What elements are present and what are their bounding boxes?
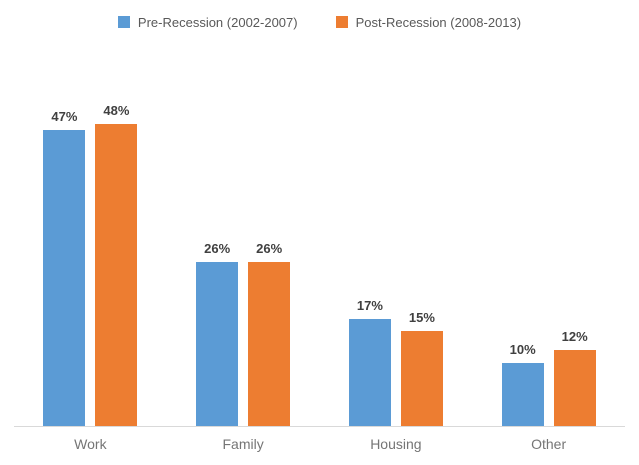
category-label-housing: Housing [370, 436, 422, 452]
bar-wrap: 17% [348, 298, 391, 426]
bar-wrap: 26% [248, 241, 291, 426]
pre-recession-swatch-icon [117, 16, 130, 28]
bar-group-work: 47% 48% [14, 103, 167, 426]
bar-value-label: 10% [509, 342, 536, 357]
bar-wrap: 47% [43, 109, 86, 426]
bar-wrap: 48% [95, 103, 138, 426]
legend-item-post-recession[interactable]: Post-Recession (2008-2013) [335, 14, 522, 30]
bar-value-label: 48% [103, 103, 130, 118]
legend: Pre-Recession (2002-2007) Post-Recession… [0, 14, 639, 30]
bar-group-other: 10% 12% [472, 329, 625, 426]
bar-value-label: 12% [561, 329, 588, 344]
x-axis-line [14, 426, 625, 427]
bar-value-label: 17% [356, 298, 383, 313]
post-recession-bar-other[interactable] [553, 350, 596, 426]
pre-recession-bar-housing[interactable] [348, 319, 391, 426]
plot-area: 47% 48% 26% 26% 17% 15% 10% 12% [14, 30, 625, 426]
bar-value-label: 47% [51, 109, 78, 124]
category-label-family: Family [222, 436, 264, 452]
legend-label-post-recession: Post-Recession (2008-2013) [355, 14, 522, 30]
bar-group-family: 26% 26% [167, 241, 320, 426]
bar-value-label: 26% [204, 241, 231, 256]
bar-wrap: 15% [400, 310, 443, 426]
pre-recession-bar-family[interactable] [196, 262, 239, 426]
post-recession-bar-family[interactable] [248, 262, 291, 426]
category-label-work: Work [74, 436, 107, 452]
bar-value-label: 15% [408, 310, 435, 325]
bar-wrap: 12% [553, 329, 596, 426]
legend-item-pre-recession[interactable]: Pre-Recession (2002-2007) [117, 14, 298, 30]
post-recession-bar-work[interactable] [95, 124, 138, 426]
legend-label-pre-recession: Pre-Recession (2002-2007) [137, 14, 298, 30]
category-label-other: Other [531, 436, 567, 452]
pre-recession-bar-other[interactable] [501, 363, 544, 426]
post-recession-swatch-icon [335, 16, 348, 28]
bar-wrap: 10% [501, 342, 544, 426]
bar-group-housing: 17% 15% [320, 298, 473, 426]
bar-wrap: 26% [196, 241, 239, 426]
post-recession-bar-housing[interactable] [400, 331, 443, 426]
pre-recession-bar-work[interactable] [43, 130, 86, 426]
bar-value-label: 26% [256, 241, 283, 256]
category-axis-labels: Work Family Housing Other [14, 427, 625, 465]
